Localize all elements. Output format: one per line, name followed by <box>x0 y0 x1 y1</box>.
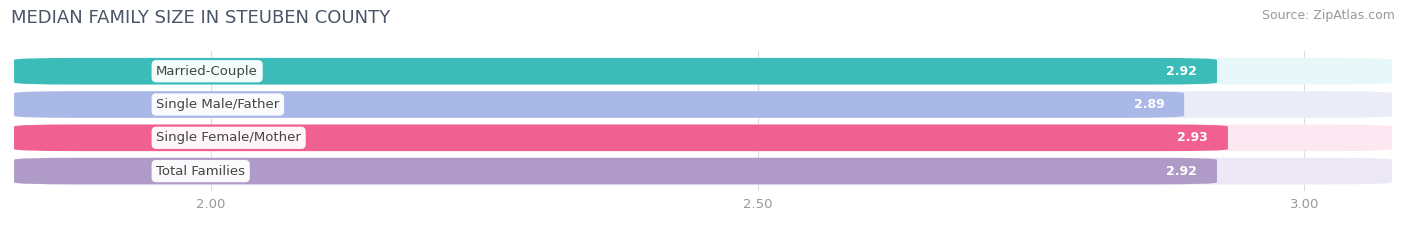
Text: Total Families: Total Families <box>156 164 245 178</box>
Text: Married-Couple: Married-Couple <box>156 65 259 78</box>
FancyBboxPatch shape <box>14 91 1184 118</box>
FancyBboxPatch shape <box>14 58 1218 85</box>
FancyBboxPatch shape <box>14 158 1218 184</box>
Text: Source: ZipAtlas.com: Source: ZipAtlas.com <box>1261 9 1395 22</box>
FancyBboxPatch shape <box>14 158 1392 184</box>
FancyBboxPatch shape <box>14 124 1227 151</box>
Text: 2.92: 2.92 <box>1167 65 1198 78</box>
Text: Single Male/Father: Single Male/Father <box>156 98 280 111</box>
FancyBboxPatch shape <box>14 58 1392 85</box>
Text: 2.89: 2.89 <box>1133 98 1164 111</box>
Text: MEDIAN FAMILY SIZE IN STEUBEN COUNTY: MEDIAN FAMILY SIZE IN STEUBEN COUNTY <box>11 9 391 27</box>
Text: 2.93: 2.93 <box>1177 131 1208 144</box>
Text: Single Female/Mother: Single Female/Mother <box>156 131 301 144</box>
Text: 2.92: 2.92 <box>1167 164 1198 178</box>
FancyBboxPatch shape <box>14 124 1392 151</box>
FancyBboxPatch shape <box>14 91 1392 118</box>
